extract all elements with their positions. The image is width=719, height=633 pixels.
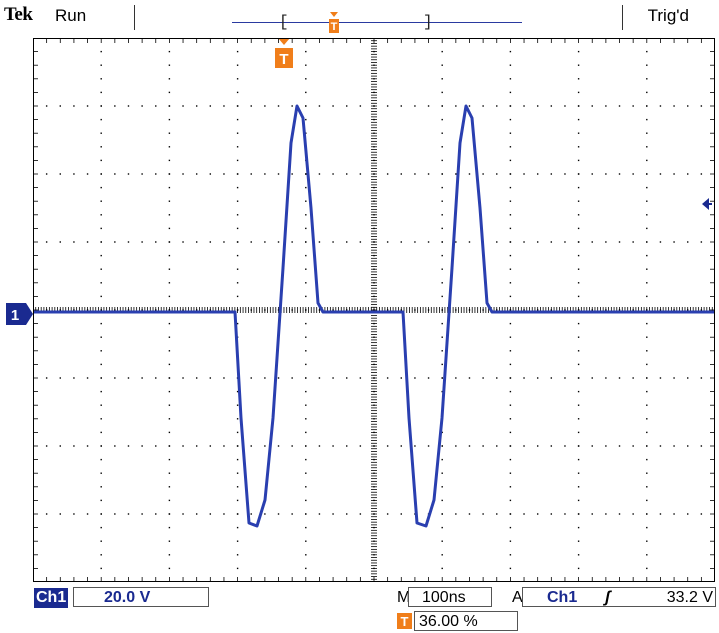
main-timebase-label: M [397, 589, 411, 606]
channel1-ground-label: 1 [11, 307, 19, 324]
trigger-level: 33.2 V [666, 589, 713, 606]
trigger-position-icon-letter: T [401, 614, 409, 629]
trigger-position-readout[interactable]: 36.00 % [414, 611, 518, 631]
trigger-source: Ch1 [547, 589, 578, 606]
trigger-readout-box[interactable]: Ch1 ʃ 33.2 V [522, 587, 716, 607]
channel1-tag[interactable]: Ch1 [34, 588, 69, 608]
record-trigger-icon: T [329, 12, 339, 33]
trigger-state: Trig'd [647, 6, 689, 25]
record-window-right-bracket: ] [423, 13, 433, 31]
brand-logo: Tek [4, 4, 33, 25]
trigger-level-marker[interactable] [700, 196, 712, 212]
record-trigger-letter: T [331, 21, 338, 33]
channel1-waveform [33, 104, 715, 528]
time-per-div-readout[interactable]: 100ns [408, 587, 492, 607]
screen-border [33, 38, 715, 582]
trigger-slope-icon: ʃ [605, 589, 611, 606]
acquisition-status: Run [55, 6, 87, 25]
graticule [33, 38, 715, 582]
channel1-ground-marker[interactable]: 1 [6, 303, 34, 325]
trigger-position-marker[interactable]: T [273, 38, 295, 72]
header-separator [134, 5, 135, 30]
waveform-screen[interactable] [33, 38, 715, 582]
header-separator [622, 5, 623, 30]
trigger-position-letter: T [279, 51, 288, 68]
record-length-bar [232, 22, 522, 23]
trigger-position-icon: T [397, 613, 412, 629]
volts-per-div-readout[interactable]: 20.0 V [73, 587, 209, 607]
trigger-type-label: A [512, 589, 523, 606]
record-window-left-bracket: [ [279, 13, 289, 31]
